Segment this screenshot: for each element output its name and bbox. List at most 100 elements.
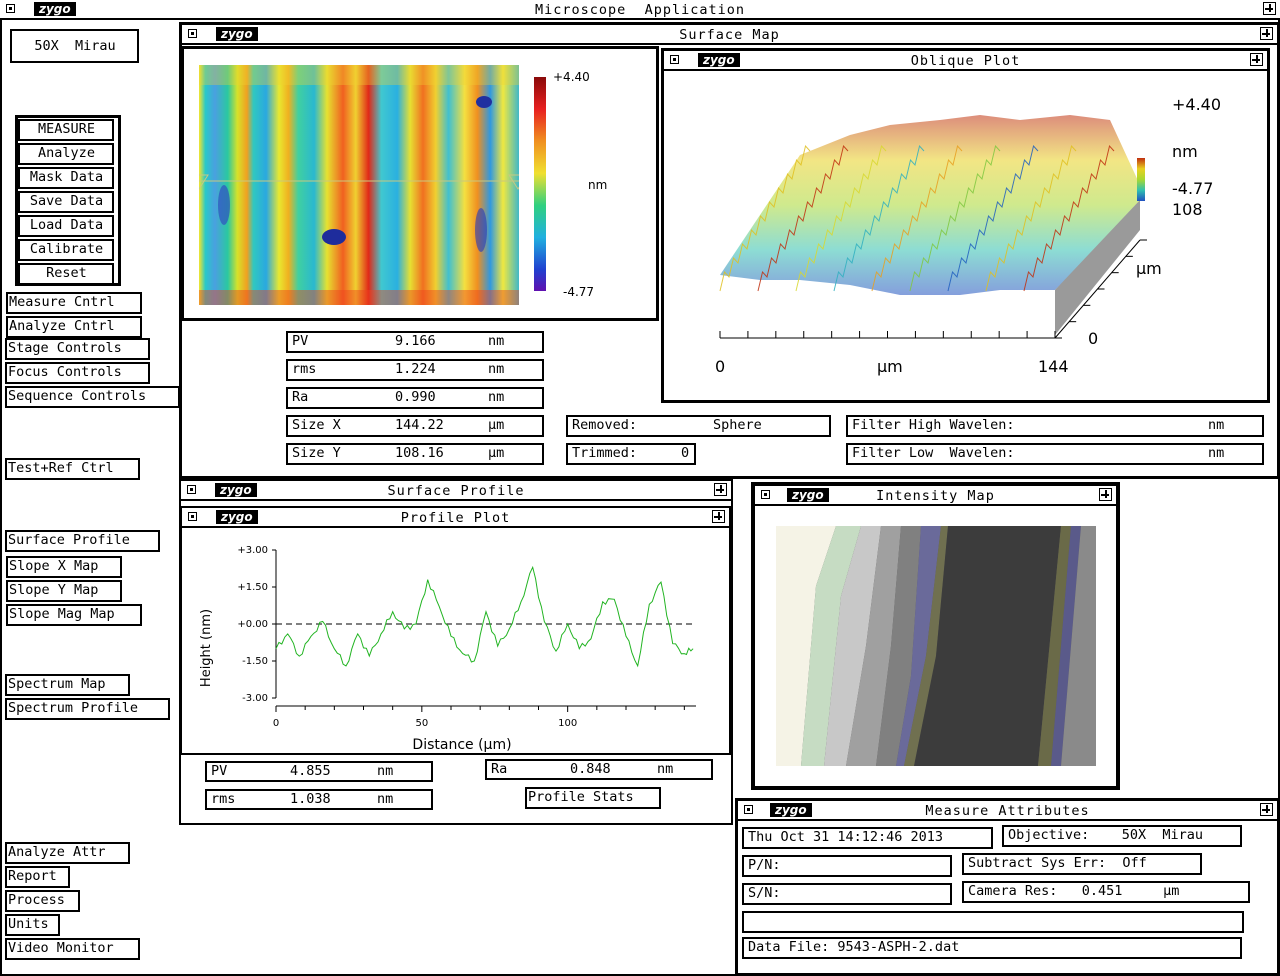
slope-mag-map-button[interactable]: Slope Mag Map <box>6 604 142 626</box>
maximize-icon[interactable] <box>1099 488 1112 501</box>
intensity-map-title-bar: zygo Intensity Map <box>755 486 1116 506</box>
profile-y-tick-label: -1.50 <box>242 656 268 667</box>
window-menu-icon[interactable] <box>744 805 753 814</box>
stat-unit: nm <box>488 361 505 377</box>
main-title-bar: zygo Microscope Application <box>0 0 1280 20</box>
filter-low-unit: nm <box>1208 445 1225 461</box>
stat-field: Ra 0.990 nm <box>286 387 544 409</box>
sequence-controls-button[interactable]: Sequence Controls <box>5 386 180 408</box>
stage-controls-button[interactable]: Stage Controls <box>5 338 150 360</box>
stat-label: rms <box>292 361 317 377</box>
oblique-ridge-line <box>795 144 887 292</box>
window-menu-icon[interactable] <box>670 55 679 64</box>
process-button[interactable]: Process <box>5 890 80 912</box>
surface-map-scale-unit: nm <box>588 178 608 192</box>
focus-controls-button[interactable]: Focus Controls <box>5 362 150 384</box>
removed-label: Removed: <box>572 417 638 433</box>
video-monitor-button[interactable]: Video Monitor <box>5 938 140 960</box>
profile-plot-title: Profile Plot <box>400 510 511 526</box>
oblique-ridge-line <box>947 144 1039 292</box>
comment-field[interactable] <box>742 911 1244 933</box>
oblique-x-min: 0 <box>715 357 726 376</box>
oblique-x-max: 144 <box>1038 357 1069 376</box>
profile-plot-window: zygo Profile Plot <box>180 506 731 755</box>
test-ref-ctrl-button[interactable]: Test+Ref Ctrl <box>5 458 140 480</box>
report-button[interactable]: Report <box>5 866 70 888</box>
profile-x-tick-label: 50 <box>415 718 428 729</box>
maximize-icon[interactable] <box>1263 2 1276 15</box>
pn-field[interactable]: P/N: <box>742 855 952 877</box>
maximize-icon[interactable] <box>1250 53 1263 66</box>
units-button[interactable]: Units <box>5 914 60 936</box>
stat-label: PV <box>292 333 309 349</box>
objective-button[interactable]: 50X Mirau <box>10 29 139 63</box>
profile-y-tick-label: +3.00 <box>237 545 268 556</box>
stat-field: Size Y 108.16 µm <box>286 443 544 465</box>
profile-y-tick-label: +1.50 <box>237 582 268 593</box>
analyze-cntrl-button[interactable]: Analyze Cntrl <box>6 316 142 338</box>
intensity-map-image <box>776 526 1096 766</box>
oblique-ridge-line <box>909 144 1001 292</box>
oblique-plot-title: Oblique Plot <box>910 53 1021 69</box>
window-menu-icon[interactable] <box>6 4 15 13</box>
slope-y-map-button[interactable]: Slope Y Map <box>6 580 122 602</box>
profile-stat-label: PV <box>211 763 228 779</box>
zygo-logo: zygo <box>216 27 258 41</box>
trimmed-value: 0 <box>681 445 690 461</box>
sn-field[interactable]: S/N: <box>742 883 952 905</box>
filter-high-field: Filter High Wavelen: nm <box>846 415 1264 437</box>
oblique-y-max: 108 <box>1172 200 1203 219</box>
slope-x-map-button[interactable]: Slope X Map <box>6 556 122 578</box>
maximize-icon[interactable] <box>1260 27 1273 40</box>
profile-ra-field: Ra 0.848 nm <box>485 759 713 780</box>
oblique-y-min: 0 <box>1088 329 1099 348</box>
calibrate-button[interactable]: Calibrate <box>18 239 114 261</box>
removed-value: Sphere <box>713 417 762 433</box>
surface-map-title: Surface Map <box>679 27 780 43</box>
stat-value: 0.990 <box>395 389 436 405</box>
removed-field: Removed: Sphere <box>566 415 831 437</box>
maximize-icon[interactable] <box>712 510 725 523</box>
profile-ra-label: Ra <box>491 761 508 777</box>
profile-y-tick-label: +0.00 <box>237 619 268 630</box>
window-menu-icon[interactable] <box>187 485 196 494</box>
window-menu-icon[interactable] <box>761 490 770 499</box>
analyze-attr-button[interactable]: Analyze Attr <box>5 842 130 864</box>
measure-button[interactable]: MEASURE <box>18 119 114 141</box>
window-menu-icon[interactable] <box>188 512 197 521</box>
reset-button[interactable]: Reset <box>18 263 114 285</box>
profile-chart: +3.00 +1.50 +0.00 -1.50 -3.00 0 50 100 Distanc… <box>199 545 696 752</box>
filter-low-label: Filter Low Wavelen: <box>852 445 1015 461</box>
mask-data-button[interactable]: Mask Data <box>18 167 114 189</box>
spectrum-map-button[interactable]: Spectrum Map <box>5 674 130 696</box>
stat-unit: nm <box>488 389 505 405</box>
app-title: Microscope Application <box>535 2 745 18</box>
date-field: Thu Oct 31 14:12:46 2013 <box>742 827 993 849</box>
stat-value: 1.224 <box>395 361 436 377</box>
profile-ra-value: 0.848 <box>570 761 611 777</box>
surface-profile-title-bar: zygo Surface Profile <box>181 481 731 501</box>
maximize-icon[interactable] <box>1260 803 1273 816</box>
profile-stat-field: rms 1.038 nm <box>205 789 433 810</box>
oblique-ridge-line <box>1023 144 1115 292</box>
oblique-z-min: -4.77 <box>1172 179 1214 198</box>
stat-value: 9.166 <box>395 333 436 349</box>
maximize-icon[interactable] <box>714 483 727 496</box>
window-menu-icon[interactable] <box>188 29 197 38</box>
camera-res-field: Camera Res: 0.451 µm <box>962 881 1250 903</box>
surface-profile-button[interactable]: Surface Profile <box>5 530 160 552</box>
spectrum-profile-button[interactable]: Spectrum Profile <box>5 698 170 720</box>
trimmed-label: Trimmed: <box>572 445 638 461</box>
load-data-button[interactable]: Load Data <box>18 215 114 237</box>
measure-cntrl-button[interactable]: Measure Cntrl <box>6 292 142 314</box>
profile-stat-field: PV 4.855 nm <box>205 761 433 782</box>
profile-stat-value: 4.855 <box>290 763 331 779</box>
profile-plot-title-bar: zygo Profile Plot <box>182 508 729 528</box>
measure-attributes-title: Measure Attributes <box>925 803 1090 819</box>
save-data-button[interactable]: Save Data <box>18 191 114 213</box>
stat-unit: µm <box>488 417 505 433</box>
analyze-button[interactable]: Analyze <box>18 143 114 165</box>
profile-stats-button[interactable]: Profile Stats <box>525 787 661 809</box>
trimmed-field: Trimmed: 0 <box>566 443 696 465</box>
surface-map-image <box>199 65 519 305</box>
